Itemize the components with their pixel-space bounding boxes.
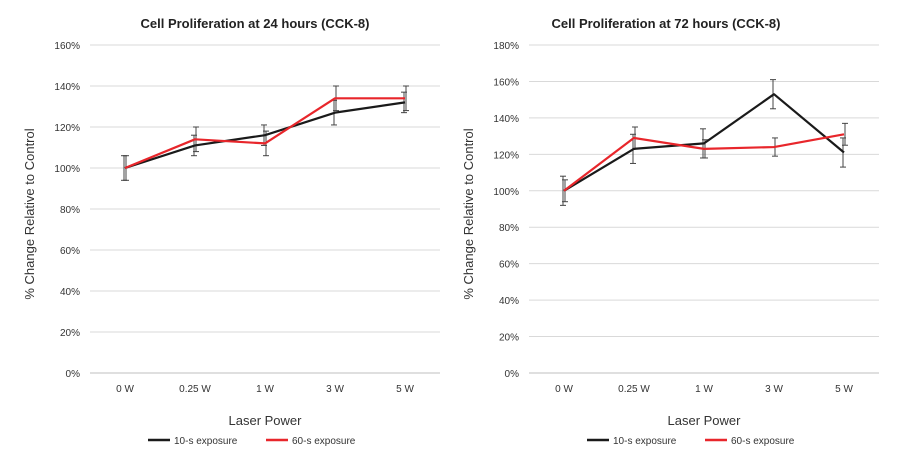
y-tick-label: 60% [60,246,80,257]
y-tick-label: 140% [54,82,80,93]
y-tick-label: 120% [493,150,519,161]
series-line-10s [563,93,845,192]
legend-label: 10-s exposure [174,436,238,447]
legend-label: 60-s exposure [731,436,795,447]
x-tick-label: 1 W [695,384,713,395]
x-tick-label: 3 W [326,384,344,395]
x-tick-label: 5 W [396,384,414,395]
y-tick-label: 80% [60,205,80,216]
chart-title: Cell Proliferation at 24 hours (CCK-8) [141,16,370,31]
chart-72h: Cell Proliferation at 72 hours (CCK-8) 0%… [461,16,879,447]
y-tick-label: 140% [493,114,519,125]
y-tick-label: 160% [493,77,519,88]
x-tick-label: 0 W [116,384,134,395]
y-axis-label: % Change Relative to Control [461,128,476,299]
y-tick-label: 40% [60,287,80,298]
series-line-60s [124,97,405,170]
x-tick-label: 0.25 W [618,384,650,395]
y-tick-label: 80% [499,223,519,234]
y-tick-label: 0% [505,369,520,380]
x-axis-label: Laser Power [668,413,742,428]
y-tick-label: 40% [499,296,519,307]
x-axis-label: Laser Power [229,413,303,428]
legend-label: 10-s exposure [613,436,677,447]
y-tick-label: 100% [54,164,80,175]
x-tick-label: 5 W [835,384,853,395]
y-tick-label: 20% [499,333,519,344]
x-tick-label: 1 W [256,384,274,395]
x-tick-label: 3 W [765,384,783,395]
chart-title: Cell Proliferation at 72 hours (CCK-8) [552,16,781,31]
y-tick-label: 60% [499,260,519,271]
y-tick-label: 0% [66,369,81,380]
chart-24h: Cell Proliferation at 24 hours (CCK-8) 0%… [22,16,440,447]
y-tick-label: 20% [60,328,80,339]
legend-label: 60-s exposure [292,436,356,447]
x-tick-label: 0.25 W [179,384,211,395]
y-axis-label: % Change Relative to Control [22,128,37,299]
y-tick-label: 100% [493,187,519,198]
series-line-10s [124,101,406,170]
series-line-60s [563,133,845,192]
x-tick-label: 0 W [555,384,573,395]
y-tick-label: 160% [54,41,80,52]
y-tick-label: 180% [493,41,519,52]
y-tick-label: 120% [54,123,80,134]
